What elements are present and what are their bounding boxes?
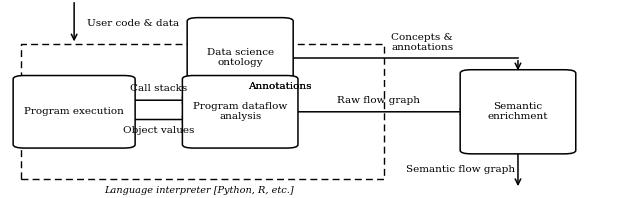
FancyBboxPatch shape xyxy=(460,70,576,154)
Text: Program execution: Program execution xyxy=(24,107,124,116)
Text: Raw flow graph: Raw flow graph xyxy=(337,96,420,105)
Text: Data science
ontology: Data science ontology xyxy=(207,48,274,68)
Text: Program dataflow
analysis: Program dataflow analysis xyxy=(193,102,287,122)
Text: Concepts &
annotations: Concepts & annotations xyxy=(391,33,453,52)
Text: Annotations: Annotations xyxy=(248,82,311,91)
Text: Annotations: Annotations xyxy=(248,82,312,91)
Text: Object values: Object values xyxy=(123,126,194,135)
Text: Semantic flow graph: Semantic flow graph xyxy=(406,165,515,174)
Text: User code & data: User code & data xyxy=(87,19,179,28)
Text: Call stacks: Call stacks xyxy=(130,85,187,93)
FancyBboxPatch shape xyxy=(182,75,298,148)
FancyBboxPatch shape xyxy=(187,18,293,98)
FancyBboxPatch shape xyxy=(13,75,135,148)
Text: Semantic
enrichment: Semantic enrichment xyxy=(488,102,548,122)
Text: Language interpreter [Python, R, etc.]: Language interpreter [Python, R, etc.] xyxy=(104,186,294,195)
